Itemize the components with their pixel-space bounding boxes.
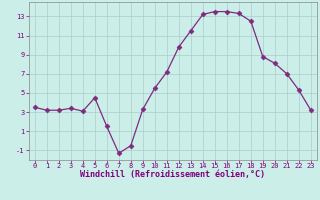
X-axis label: Windchill (Refroidissement éolien,°C): Windchill (Refroidissement éolien,°C) <box>80 170 265 179</box>
